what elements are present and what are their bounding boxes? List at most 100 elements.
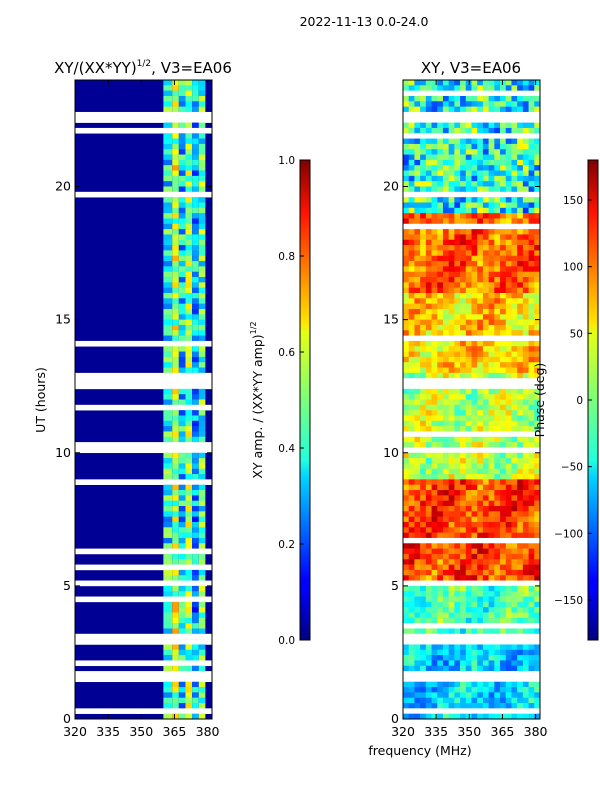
phase-cell xyxy=(471,80,478,86)
amp-cell xyxy=(185,649,193,656)
phase-cell xyxy=(437,452,444,459)
amp-cell xyxy=(178,703,186,709)
phase-cell xyxy=(534,692,541,698)
phase-cell xyxy=(471,175,478,182)
amp-cell xyxy=(178,293,186,299)
phase-cell xyxy=(511,287,518,294)
phase-cell xyxy=(420,527,427,533)
phase-cell xyxy=(477,277,484,283)
amp-cell xyxy=(163,681,173,688)
phase-cell xyxy=(403,277,410,283)
phase-cell xyxy=(500,298,507,304)
phase-cell xyxy=(488,271,495,278)
phase-cell xyxy=(465,474,472,480)
phase-cell xyxy=(408,585,415,592)
phase-cell xyxy=(482,628,489,635)
phase-cell xyxy=(437,564,444,571)
phase-cell xyxy=(511,660,518,667)
phase-cell xyxy=(477,308,484,315)
amp-cell xyxy=(192,314,199,320)
amp-cell xyxy=(192,175,199,182)
amp-cell xyxy=(192,223,199,230)
phase-cell xyxy=(500,277,507,283)
phase-cell xyxy=(482,255,489,262)
phase-cell xyxy=(500,649,507,656)
phase-cell xyxy=(471,516,478,523)
phase-cell xyxy=(408,319,415,326)
phase-cell xyxy=(482,692,489,698)
phase-cell xyxy=(511,521,518,528)
phase-cell xyxy=(482,154,489,161)
phase-cell xyxy=(522,687,529,693)
phase-cell xyxy=(528,703,535,709)
phase-cell xyxy=(437,388,444,395)
amp-cell xyxy=(192,500,199,507)
phase-cell xyxy=(528,356,535,363)
amp-cell xyxy=(192,202,199,209)
phase-cell xyxy=(425,330,432,336)
phase-cell xyxy=(505,303,512,310)
phase-cell xyxy=(494,186,501,193)
amp-cell xyxy=(178,617,186,624)
phase-cell xyxy=(425,181,432,187)
phase-cell xyxy=(414,681,421,688)
phase-cell xyxy=(494,149,501,155)
phase-cell xyxy=(528,479,535,485)
amp-cell xyxy=(192,303,199,310)
phase-cell xyxy=(425,655,432,661)
amp-cell xyxy=(192,239,199,246)
phase-cell xyxy=(488,282,495,288)
amp-flagged-row xyxy=(75,548,212,555)
amp-cell xyxy=(192,346,199,352)
phase-cell xyxy=(425,324,432,331)
phase-cell xyxy=(437,458,444,464)
phase-cell xyxy=(460,271,467,278)
phase-cell xyxy=(482,484,489,491)
phase-cell xyxy=(414,468,421,475)
amp-cell xyxy=(185,474,193,480)
amp-cell xyxy=(185,330,193,336)
phase-cell xyxy=(414,458,421,464)
amp-cell xyxy=(198,85,206,91)
phase-cell xyxy=(448,500,455,507)
amp-cell xyxy=(178,474,186,480)
colorbar-tick-label: −100 xyxy=(554,528,583,540)
phase-cell xyxy=(505,585,512,592)
phase-cell xyxy=(505,346,512,352)
phase-cell xyxy=(488,452,495,459)
phase-cell xyxy=(494,372,501,379)
phase-cell xyxy=(534,85,541,91)
colorbar-tick-label: 100 xyxy=(563,262,583,274)
amp-cell xyxy=(178,452,186,459)
amp-cell xyxy=(163,261,173,267)
phase-cell xyxy=(454,207,461,214)
phase-cell xyxy=(414,543,421,549)
phase-cell xyxy=(511,245,518,251)
amp-flagged-row xyxy=(75,676,212,683)
phase-cell xyxy=(522,612,529,619)
phase-cell xyxy=(448,644,455,651)
phase-cell xyxy=(500,665,507,672)
phase-cell xyxy=(494,340,501,347)
phase-cell xyxy=(465,202,472,209)
phase-cell xyxy=(517,346,524,352)
amp-cell xyxy=(198,537,206,544)
phase-cell xyxy=(460,324,467,331)
phase-cell xyxy=(471,181,478,187)
phase-cell xyxy=(465,543,472,549)
phase-cell xyxy=(420,95,427,102)
phase-cell xyxy=(511,319,518,326)
phase-cell xyxy=(517,95,524,102)
phase-cell xyxy=(534,644,541,651)
amp-cell xyxy=(198,665,206,672)
amp-cell xyxy=(185,601,193,608)
phase-cell xyxy=(454,95,461,102)
phase-cell xyxy=(460,655,467,661)
phase-cell xyxy=(454,234,461,241)
phase-cell xyxy=(471,388,478,395)
phase-cell xyxy=(420,239,427,246)
phase-cell xyxy=(500,271,507,278)
phase-cell xyxy=(437,596,444,603)
phase-cell xyxy=(522,553,529,560)
amp-cell xyxy=(163,319,173,326)
